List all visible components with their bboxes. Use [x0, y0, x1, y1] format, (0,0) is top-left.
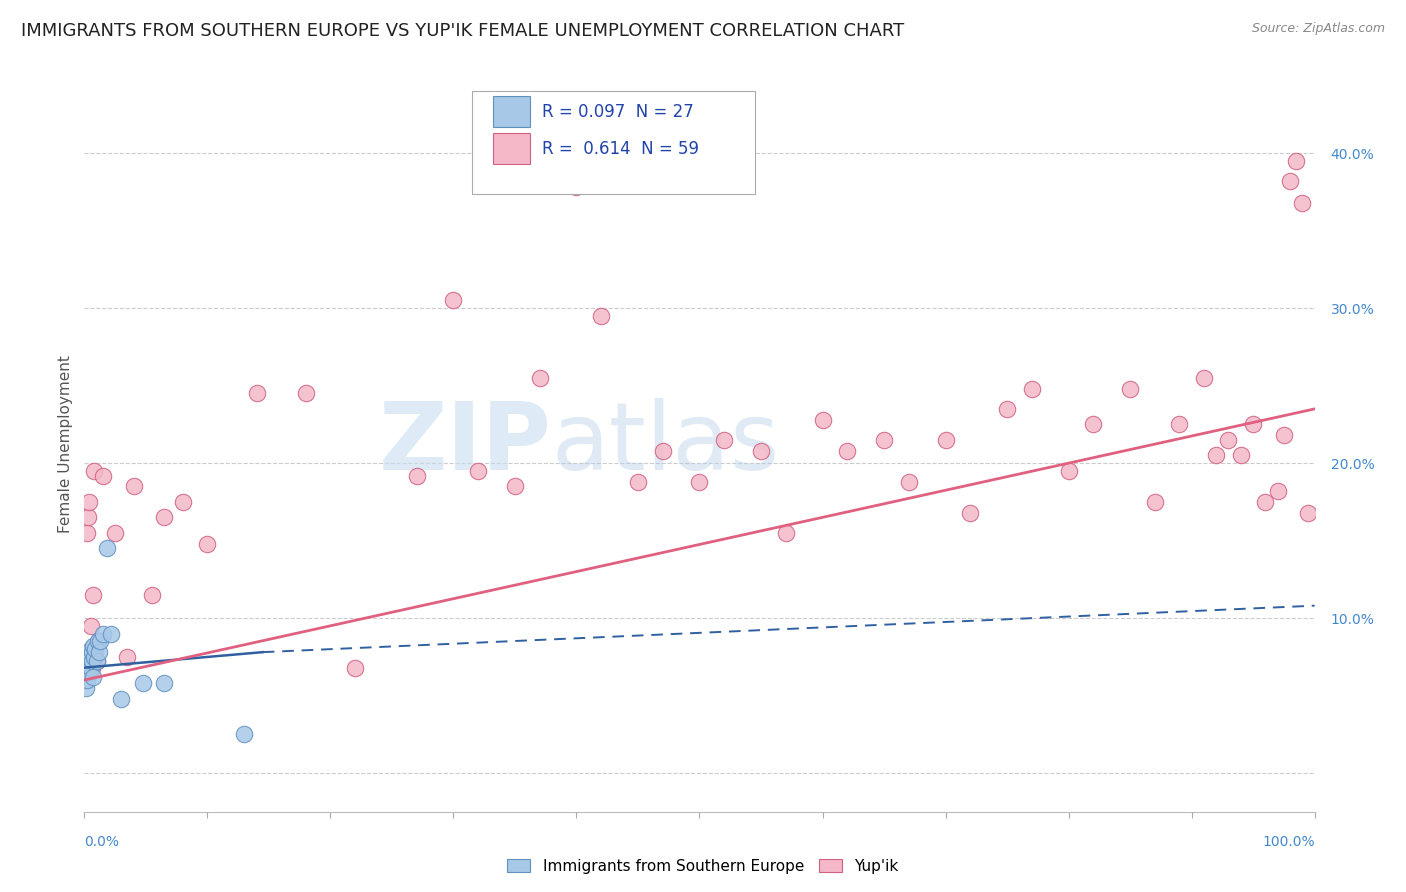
- Point: [84, 649, 107, 664]
- Point: [959, 506, 981, 520]
- Point: [77, 660, 100, 674]
- Point: [775, 525, 797, 540]
- Point: [80, 660, 103, 674]
- Point: [153, 676, 176, 690]
- Point: [76, 673, 98, 687]
- Point: [83, 649, 105, 664]
- Point: [79, 660, 101, 674]
- Point: [75, 681, 97, 695]
- Point: [1267, 483, 1289, 498]
- Point: [1272, 428, 1295, 442]
- Point: [873, 433, 896, 447]
- Point: [79, 665, 101, 680]
- Point: [75, 665, 97, 680]
- Point: [79, 649, 101, 664]
- Point: [995, 401, 1018, 416]
- Point: [91, 468, 114, 483]
- Point: [77, 510, 100, 524]
- Point: [110, 691, 132, 706]
- Text: 100.0%: 100.0%: [1263, 835, 1315, 849]
- Point: [503, 479, 526, 493]
- Point: [80, 645, 103, 659]
- Point: [141, 588, 163, 602]
- Point: [89, 634, 111, 648]
- Point: [1279, 174, 1302, 188]
- Point: [117, 649, 139, 664]
- Point: [77, 655, 100, 669]
- Point: [79, 495, 101, 509]
- Text: ZIP: ZIP: [380, 398, 553, 490]
- Point: [1285, 154, 1308, 169]
- Point: [1218, 433, 1240, 447]
- Point: [100, 626, 122, 640]
- Point: [76, 525, 98, 540]
- Text: 0.0%: 0.0%: [84, 835, 120, 849]
- Point: [897, 475, 920, 489]
- Point: [713, 433, 735, 447]
- Point: [86, 655, 108, 669]
- Point: [91, 626, 114, 640]
- Text: R =  0.614  N = 59: R = 0.614 N = 59: [543, 140, 699, 158]
- Point: [197, 537, 219, 551]
- Point: [405, 468, 427, 483]
- Point: [627, 475, 650, 489]
- Text: Source: ZipAtlas.com: Source: ZipAtlas.com: [1251, 22, 1385, 36]
- Point: [1241, 417, 1264, 432]
- Point: [76, 657, 98, 672]
- Point: [79, 642, 101, 657]
- Point: [1229, 449, 1253, 463]
- Point: [104, 525, 127, 540]
- FancyBboxPatch shape: [494, 96, 530, 128]
- Y-axis label: Female Unemployment: Female Unemployment: [58, 355, 73, 533]
- Point: [87, 634, 110, 648]
- Point: [246, 386, 269, 401]
- Point: [1291, 195, 1313, 210]
- Point: [749, 443, 772, 458]
- Point: [233, 727, 256, 741]
- Point: [82, 670, 104, 684]
- Point: [75, 665, 97, 680]
- Point: [935, 433, 957, 447]
- Point: [172, 495, 194, 509]
- Point: [529, 371, 551, 385]
- Point: [837, 443, 859, 458]
- Point: [689, 475, 711, 489]
- Point: [591, 309, 613, 323]
- Point: [1119, 382, 1142, 396]
- Point: [1192, 371, 1215, 385]
- Point: [1083, 417, 1105, 432]
- Point: [1205, 449, 1227, 463]
- Text: IMMIGRANTS FROM SOUTHERN EUROPE VS YUP'IK FEMALE UNEMPLOYMENT CORRELATION CHART: IMMIGRANTS FROM SOUTHERN EUROPE VS YUP'I…: [21, 22, 904, 40]
- Point: [467, 464, 489, 478]
- Point: [811, 413, 834, 427]
- Point: [122, 479, 145, 493]
- FancyBboxPatch shape: [494, 133, 530, 164]
- Point: [84, 642, 107, 657]
- Point: [443, 293, 465, 308]
- Point: [1168, 417, 1191, 432]
- Point: [87, 645, 111, 659]
- Text: atlas: atlas: [553, 398, 780, 490]
- Point: [295, 386, 318, 401]
- Point: [82, 639, 104, 653]
- Point: [83, 464, 105, 478]
- Point: [79, 619, 101, 633]
- Point: [1021, 382, 1043, 396]
- Point: [1143, 495, 1166, 509]
- Point: [153, 510, 176, 524]
- Point: [1057, 464, 1080, 478]
- Point: [565, 180, 588, 194]
- Point: [132, 676, 155, 690]
- Point: [82, 588, 104, 602]
- Point: [1254, 495, 1277, 509]
- Point: [1298, 506, 1320, 520]
- Point: [86, 655, 108, 669]
- Text: R = 0.097  N = 27: R = 0.097 N = 27: [543, 103, 693, 121]
- FancyBboxPatch shape: [472, 90, 755, 194]
- Point: [344, 660, 367, 674]
- Point: [651, 443, 673, 458]
- Legend: Immigrants from Southern Europe, Yup'ik: Immigrants from Southern Europe, Yup'ik: [502, 853, 904, 880]
- Point: [80, 655, 103, 669]
- Point: [96, 541, 118, 556]
